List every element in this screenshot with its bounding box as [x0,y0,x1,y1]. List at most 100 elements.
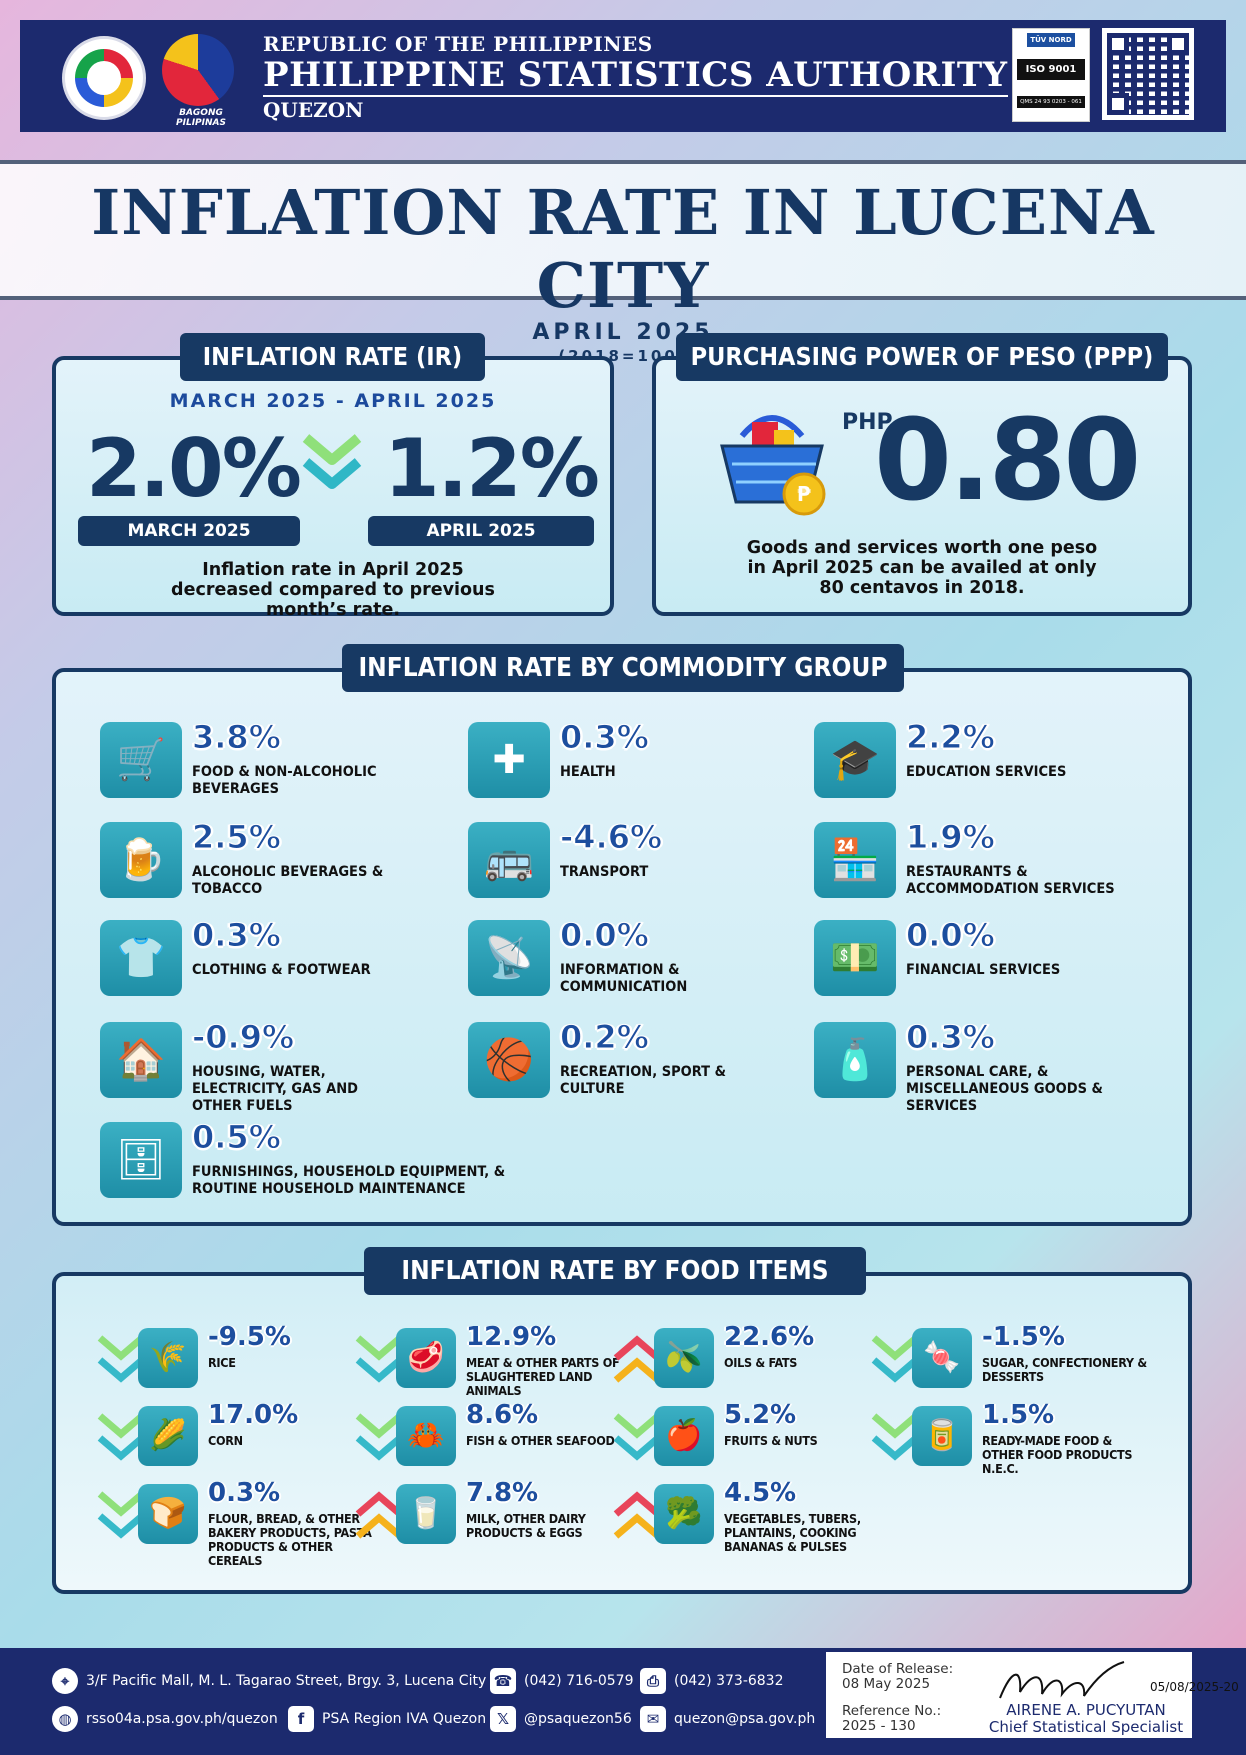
x-twitter-icon: 𝕏 [490,1706,516,1732]
restaurant-icon: 🏪 [814,822,896,898]
footer-website[interactable]: rsso04a.psa.gov.ph/quezon [86,1711,278,1727]
food-item-value: 4.5% [724,1478,797,1508]
commodity-group-value: 2.2% [906,718,996,757]
ir-april-value: 1.2% [384,422,600,515]
commodity-group-label: FINANCIAL SERVICES [906,962,1061,978]
milk-cheese-icon: 🥛 [396,1484,456,1544]
ir-note: Inflation rate in April 2025 decreased c… [171,560,495,620]
chevron-down-icon [97,1491,145,1539]
svg-text:₱: ₱ [797,482,811,506]
commodity-group-value: -0.9% [191,1018,295,1057]
food-item-label: FRUITS & NUTS [724,1433,818,1448]
food-item-value: 17.0% [208,1400,299,1430]
meat-icon: 🥩 [396,1328,456,1388]
commodity-group-value: 0.5% [192,1118,282,1157]
ir-period: MARCH 2025 - APRIL 2025 [169,390,497,412]
flour-sack-icon: 🍞 [138,1484,198,1544]
commodity-group-value: 0.2% [560,1018,650,1057]
sugar-icon: 🍬 [912,1328,972,1388]
release-date-label: Date of Release: [842,1661,954,1677]
commodity-group-value: 2.5% [192,818,282,857]
ppp-currency: PHP [842,410,893,435]
commodity-group-value: 0.3% [192,916,282,955]
commodity-group-label: RESTAURANTS & ACCOMMODATION SERVICES [906,864,1115,897]
food-item-label: RICE [208,1355,236,1370]
food-items-tag: INFLATION RATE BY FOOD ITEMS [364,1247,866,1295]
commodity-group-value: -4.6% [559,818,663,857]
cabinet-icon: 🗄 [100,1122,182,1198]
reference-label: Reference No.: [842,1703,942,1719]
psa-logo [62,36,146,120]
footer-x-handle[interactable]: @psaquezon56 [524,1711,632,1727]
commodity-group-value: 3.8% [192,718,282,757]
jeepney-icon: 🚌 [468,822,550,898]
commodity-group-label: HOUSING, WATER, ELECTRICITY, GAS AND OTH… [192,1064,358,1114]
globe-icon: ◍ [52,1706,78,1732]
title-band: INFLATION RATE IN LUCENA CITY APRIL 2025… [0,160,1246,365]
bagong-pilipinas-label: BAGONG PILIPINAS [176,108,226,128]
footer-phone-row[interactable]: ☎ (042) 716-0579 [490,1668,634,1694]
header-line3: QUEZON [263,98,364,122]
commodity-group-panel: 🛒 3.8% FOOD & NON-ALCOHOLIC BEVERAGES ✚ 0.3%… [52,668,1192,1226]
commodity-group-value: 1.9% [906,818,996,857]
pharmacy-icon: ✚ [468,722,550,798]
footer-phone[interactable]: (042) 716-0579 [524,1673,634,1689]
chevron-up-icon [613,1491,661,1539]
canned-food-icon: 🥫 [912,1406,972,1466]
commodity-group-label: HEALTH [560,764,616,780]
footer-website-row[interactable]: ◍ rsso04a.psa.gov.ph/quezon [52,1706,278,1732]
chevron-down-icon [613,1413,661,1461]
facebook-icon: f [288,1706,314,1732]
food-item-label: MILK, OTHER DAIRY PRODUCTS & EGGS [466,1511,586,1540]
location-pin-icon: ⌖ [52,1668,78,1694]
commodity-group-value: 0.0% [906,916,996,955]
commodity-group-tag: INFLATION RATE BY COMMODITY GROUP [342,644,904,692]
iso-cert: QMS 24 93 0203 - 061 [1017,96,1085,108]
crab-fish-icon: 🦀 [396,1406,456,1466]
ppp-note: Goods and services worth one peso in Apr… [746,538,1098,598]
header-bar: BAGONG PILIPINAS REPUBLIC OF THE PHILIPP… [20,20,1226,132]
footer-email-row[interactable]: ✉ quezon@psa.gov.ph [640,1706,815,1732]
chevron-down-icon [302,434,362,489]
bagong-pilipinas-logo [162,34,234,106]
money-coins-icon: 💵 [814,920,896,996]
signatory: AIRENE A. PUCYUTAN Chief Statistical Spe… [986,1702,1186,1736]
chevron-down-icon [355,1413,403,1461]
food-item-value: 5.2% [724,1400,797,1430]
food-item-value: -1.5% [982,1322,1065,1352]
chevron-up-icon [355,1491,403,1539]
email-icon: ✉ [640,1706,666,1732]
commodity-group-value: 0.3% [560,718,650,757]
footer-email[interactable]: quezon@psa.gov.ph [674,1711,816,1727]
agency-name: REPUBLIC OF THE PHILIPPINES PHILIPPINE S… [263,32,1008,122]
vegetables-icon: 🥦 [654,1484,714,1544]
food-item-value: 0.3% [208,1478,281,1508]
qr-code[interactable] [1102,28,1194,120]
oil-bottle-icon: 🫒 [654,1328,714,1388]
footer-fax-row[interactable]: ⎙ (042) 373-6832 [640,1668,784,1694]
food-item-label: SUGAR, CONFECTIONERY & DESSERTS [982,1355,1147,1384]
chevron-down-icon [97,1335,145,1383]
commodity-group-label: FOOD & NON-ALCOHOLIC BEVERAGES [192,764,377,797]
chevron-down-icon [871,1413,919,1461]
house-icon: 🏠 [100,1022,182,1098]
food-item-value: 8.6% [466,1400,539,1430]
antenna-laptop-icon: 📡 [468,920,550,996]
personal-care-icon: 🧴 [814,1022,896,1098]
fax-printer-icon: ⎙ [640,1668,666,1694]
food-item-label: FISH & OTHER SEAFOOD [466,1433,615,1448]
footer-address: 3/F Pacific Mall, M. L. Tagarao Street, … [86,1673,487,1689]
footer-address-row: ⌖ 3/F Pacific Mall, M. L. Tagarao Street… [52,1668,486,1694]
chevron-down-icon [355,1335,403,1383]
ir-april-label: APRIL 2025 [368,516,594,546]
release-date: 08 May 2025 [842,1676,931,1692]
signature-image [999,1661,1125,1699]
food-item-value: 12.9% [466,1322,557,1352]
rice-sack-icon: 🌾 [138,1328,198,1388]
commodity-group-value: 0.3% [906,1018,996,1057]
clothing-icon: 👕 [100,920,182,996]
footer-facebook-row[interactable]: f PSA Region IVA Quezon [288,1706,486,1732]
footer-x-row[interactable]: 𝕏 @psaquezon56 [490,1706,632,1732]
footer-fax[interactable]: (042) 373-6832 [674,1673,784,1689]
footer-facebook[interactable]: PSA Region IVA Quezon [322,1711,487,1727]
